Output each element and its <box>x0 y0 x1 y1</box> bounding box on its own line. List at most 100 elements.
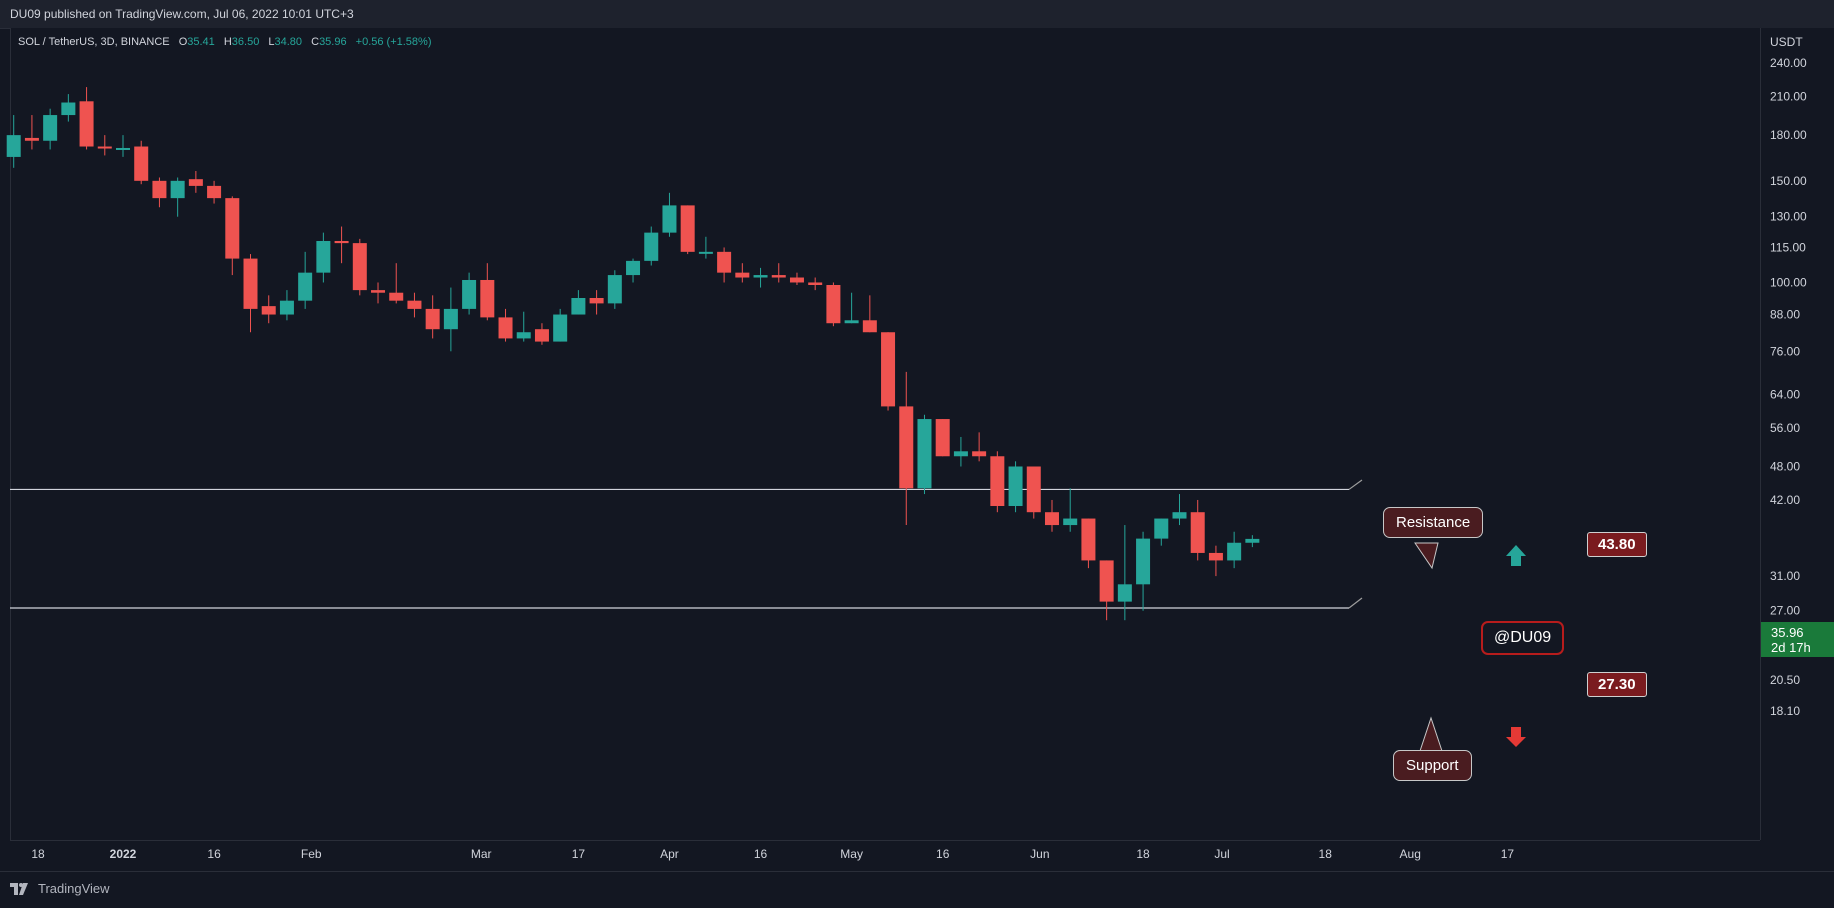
price-tick-label: 210.00 <box>1770 89 1807 103</box>
support-price: 27.30 <box>1598 676 1636 693</box>
candle-body <box>1172 512 1187 519</box>
time-tick-label: 16 <box>754 847 768 861</box>
candle-body <box>116 147 130 150</box>
candle-body <box>152 180 167 199</box>
down-arrow-icon <box>1506 727 1526 747</box>
candle-body <box>862 320 877 333</box>
currency-label: USDT <box>1770 35 1803 49</box>
candle-body <box>207 185 222 199</box>
resistance-price: 43.80 <box>1598 536 1636 553</box>
price-tick-label: 240.00 <box>1770 56 1807 70</box>
symbol-legend: SOL / TetherUS, 3D, BINANCE O35.41 H36.5… <box>18 36 432 48</box>
price-tick-label: 18.10 <box>1770 704 1800 718</box>
support-connector <box>1348 597 1363 609</box>
candle-body <box>1099 560 1114 602</box>
candle-body <box>43 115 58 141</box>
candle-body <box>771 275 786 278</box>
candle-body <box>170 180 185 199</box>
candle-body <box>662 205 677 233</box>
tradingview-logo-icon <box>10 882 28 895</box>
candle-body <box>698 251 713 254</box>
low-label: L <box>268 36 275 48</box>
price-tick-label: 76.00 <box>1770 344 1800 358</box>
candle-body <box>589 297 604 304</box>
time-axis[interactable] <box>10 840 1760 871</box>
candle-body <box>516 332 531 339</box>
resistance-label: Resistance <box>1396 514 1471 531</box>
candle-body <box>1227 542 1242 561</box>
candle-body <box>188 179 203 186</box>
candle-body <box>534 329 549 342</box>
candle-body <box>607 275 622 304</box>
time-tick-label: 18 <box>1319 847 1333 861</box>
candle-body <box>789 277 804 283</box>
candle-body <box>844 320 859 324</box>
candle-body <box>735 272 750 278</box>
candle-body <box>1154 518 1169 539</box>
candle-body <box>1208 552 1223 561</box>
candle-body <box>753 275 768 278</box>
published-info: DU09 published on TradingView.com, Jul 0… <box>10 7 354 21</box>
candle-body <box>626 260 641 276</box>
price-tick-label: 88.00 <box>1770 308 1800 322</box>
price-axis[interactable] <box>1760 28 1834 840</box>
time-tick-label: Feb <box>301 847 322 861</box>
time-tick-label: May <box>840 847 863 861</box>
close-label: C <box>311 36 320 48</box>
candle-body <box>443 308 458 330</box>
candle-body <box>1190 512 1205 553</box>
price-tick-label: 64.00 <box>1770 387 1800 401</box>
time-tick-label: Mar <box>471 847 492 861</box>
candle-body <box>425 308 440 330</box>
price-tick-label: 27.00 <box>1770 604 1800 618</box>
close-value: 35.96 <box>319 36 347 48</box>
time-tick-label: Apr <box>660 847 679 861</box>
high-value: 36.50 <box>231 36 260 48</box>
low-value: 34.80 <box>274 36 303 48</box>
price-tick-label: 100.00 <box>1770 275 1807 289</box>
up-arrow-icon <box>1506 545 1526 566</box>
price-tick-label: 130.00 <box>1770 210 1807 224</box>
resistance-pointer <box>1414 542 1439 570</box>
price-tick-label: 115.00 <box>1770 240 1806 254</box>
candle-body <box>1008 466 1023 507</box>
candle-body <box>79 101 94 147</box>
candle-body <box>6 135 21 157</box>
candle-body <box>407 300 422 309</box>
time-tick-label: 18 <box>31 847 45 861</box>
symbol-name: SOL / TetherUS, 3D, BINANCE <box>18 36 170 48</box>
time-tick-label: Aug <box>1400 847 1421 861</box>
high-label: H <box>223 36 232 48</box>
candle-body <box>972 451 987 457</box>
price-tick-label: 56.00 <box>1770 421 1800 435</box>
chart-pane[interactable] <box>10 28 1760 840</box>
support-label: Support <box>1406 757 1459 774</box>
tradingview-brand[interactable]: TradingView <box>10 881 110 896</box>
candle-body <box>808 282 823 286</box>
candle-body <box>953 451 968 457</box>
bottom-bar <box>0 871 1834 908</box>
support-callout[interactable]: Support <box>1393 750 1472 781</box>
brand-name: TradingView <box>38 881 110 896</box>
resistance-callout[interactable]: Resistance <box>1383 507 1484 538</box>
candle-body <box>644 232 659 261</box>
resistance-connector <box>1348 479 1363 490</box>
last-price-tag: 35.96 2d 17h <box>1761 622 1834 657</box>
bar-countdown: 2d 17h <box>1771 640 1811 655</box>
time-tick-label: 18 <box>1136 847 1150 861</box>
candle-body <box>352 243 367 291</box>
candle-body <box>389 292 404 301</box>
last-price-value: 35.96 <box>1771 625 1804 640</box>
candle-body <box>1044 512 1059 526</box>
support-price-tag[interactable]: 27.30 <box>1587 672 1647 697</box>
candle-body <box>553 314 568 342</box>
open-value: 35.41 <box>187 36 215 48</box>
candle-body <box>1245 538 1260 543</box>
candle-body <box>279 300 294 315</box>
candle-body <box>826 285 841 324</box>
candle-body <box>480 279 495 318</box>
resistance-price-tag[interactable]: 43.80 <box>1587 532 1647 557</box>
support-pointer <box>1419 716 1443 752</box>
candle-body <box>371 290 386 293</box>
